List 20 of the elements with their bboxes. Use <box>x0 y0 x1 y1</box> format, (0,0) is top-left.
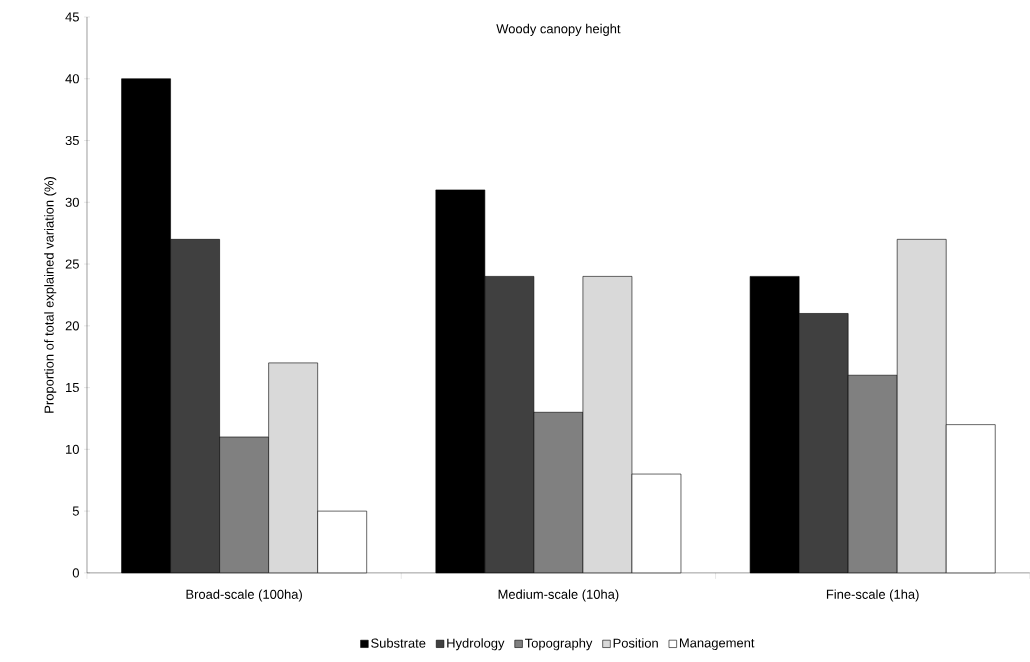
y-tick-label: 10 <box>66 444 79 454</box>
y-tick-label: 15 <box>66 383 79 393</box>
x-tick-label: Medium-scale (10ha) <box>498 589 619 602</box>
y-tick-label: 0 <box>72 568 79 578</box>
y-axis-title: Proportion of total explained variation (%) <box>44 177 57 413</box>
legend-label: Substrate <box>371 638 426 648</box>
legend-label: Position <box>613 638 658 648</box>
y-tick-label: 40 <box>65 74 79 84</box>
y-tick-label: 5 <box>72 506 79 516</box>
legend-label: Management <box>679 638 755 651</box>
x-tick-label: Fine-scale (1ha) <box>826 589 919 602</box>
x-tick-label: Broad-scale (100ha) <box>186 589 302 602</box>
y-tick-label: 45 <box>65 12 79 22</box>
legend-label: Topography <box>525 638 593 651</box>
chart-title: Woody canopy height <box>496 23 621 36</box>
legend-label: Hydrology <box>447 638 505 651</box>
y-tick-label: 35 <box>65 136 79 146</box>
y-tick-label: 20 <box>65 321 79 331</box>
y-tick-label: 25 <box>65 259 79 269</box>
y-tick-label: 30 <box>65 197 79 207</box>
